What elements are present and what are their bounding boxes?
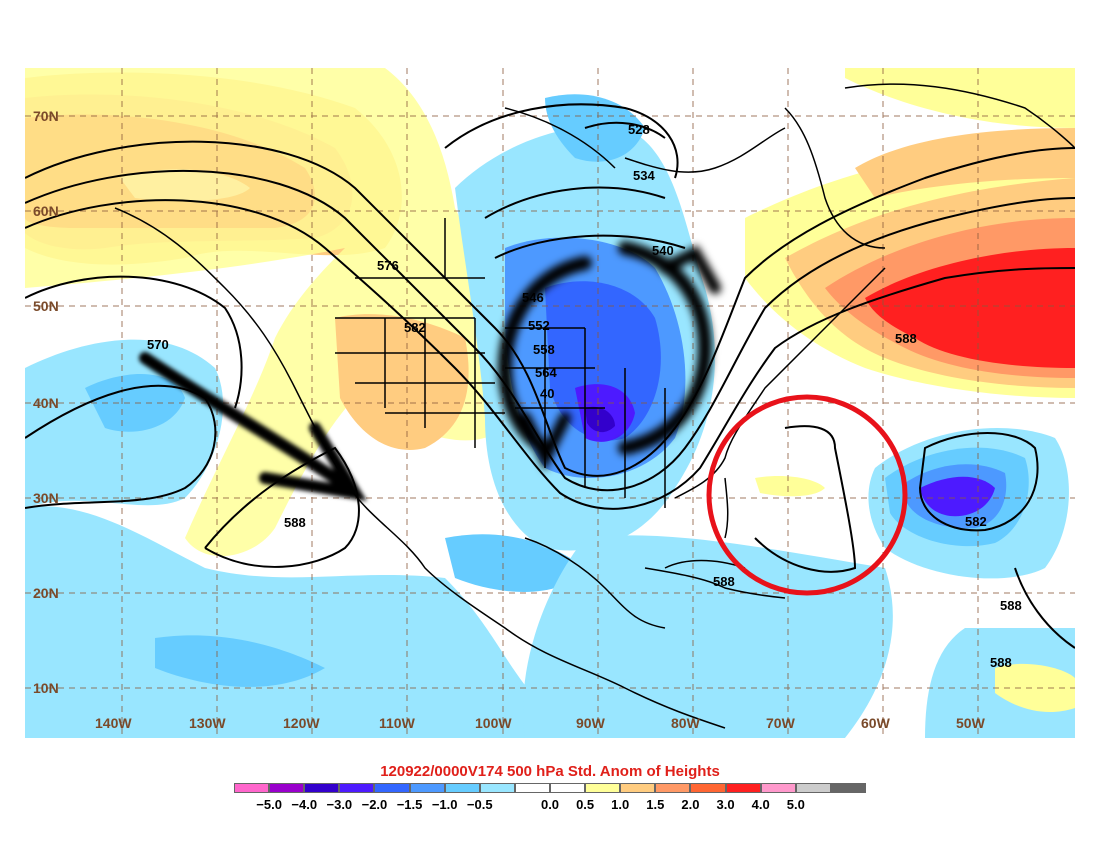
colorbar-labels: −5.0 −4.0 −3.0 −2.0 −1.5 −1.0 −0.5 0.0 0.5 1.0 1.5… xyxy=(234,797,866,815)
colorbar-tick: 1.0 xyxy=(611,797,630,812)
contour-label: 588 xyxy=(713,574,735,589)
contour-label: 576 xyxy=(377,258,399,273)
colorbar-swatch xyxy=(479,783,515,793)
colorbar-swatch xyxy=(830,783,866,793)
colorbar-tick: −1.5 xyxy=(396,797,423,812)
lon-label-140w: 140W xyxy=(95,715,132,731)
trough-steering-arrow xyxy=(139,352,368,502)
colorbar-swatch xyxy=(304,783,340,793)
colorbar xyxy=(234,783,866,793)
contour-label: 588 xyxy=(1000,598,1022,613)
lat-label-40n: 40N xyxy=(33,395,59,411)
lat-label-70n: 70N xyxy=(33,108,59,124)
colorbar-tick: −0.5 xyxy=(466,797,493,812)
colorbar-tick: −4.0 xyxy=(291,797,318,812)
lon-label-130w: 130W xyxy=(189,715,226,731)
contour-label: 528 xyxy=(628,122,650,137)
colorbar-tick: 5.0 xyxy=(786,797,805,812)
lon-label-60w: 60W xyxy=(861,715,890,731)
colorbar-swatch xyxy=(655,783,691,793)
colorbar-swatch xyxy=(374,783,410,793)
upper-low-circulation xyxy=(497,241,721,472)
lon-label-70w: 70W xyxy=(766,715,795,731)
colorbar-swatch xyxy=(760,783,796,793)
lon-label-110w: 110W xyxy=(379,715,415,731)
contour-label: 534 xyxy=(633,168,655,183)
anomaly-map xyxy=(25,68,1075,738)
contour-label: 570 xyxy=(147,337,169,352)
colorbar-swatch xyxy=(549,783,586,793)
lon-label-50w: 50W xyxy=(956,715,985,731)
contour-label: 588 xyxy=(895,331,917,346)
contour-label: 40 xyxy=(540,386,555,401)
colorbar-swatch xyxy=(409,783,445,793)
colorbar-tick: −2.0 xyxy=(361,797,388,812)
colorbar-tick: 0.0 xyxy=(540,797,560,812)
colorbar-swatch xyxy=(444,783,480,793)
colorbar-swatch xyxy=(339,783,375,793)
colorbar-swatch xyxy=(269,783,305,793)
lat-label-50n: 50N xyxy=(33,298,59,314)
colorbar-swatch xyxy=(514,783,550,793)
colorbar-tick: −3.0 xyxy=(326,797,353,812)
colorbar-tick: −5.0 xyxy=(256,797,282,812)
colorbar-tick: 4.0 xyxy=(751,797,770,812)
lat-label-60n: 60N xyxy=(33,203,59,219)
lon-label-100w: 100W xyxy=(475,715,512,731)
contour-label: 558 xyxy=(533,342,555,357)
contour-label: 552 xyxy=(528,318,550,333)
map-caption: 120922/0000V174 500 hPa Std. Anom of Hei… xyxy=(380,763,720,780)
lon-label-120w: 120W xyxy=(283,715,320,731)
lat-label-30n: 30N xyxy=(33,490,59,506)
contour-label: 588 xyxy=(990,655,1012,670)
colorbar-swatch xyxy=(620,783,656,793)
colorbar-tick: 1.5 xyxy=(646,797,665,812)
contour-label: 564 xyxy=(535,365,557,380)
contour-label: 546 xyxy=(522,290,544,305)
lat-label-10n: 10N xyxy=(33,680,59,696)
colorbar-swatch xyxy=(725,783,761,793)
lon-label-90w: 90W xyxy=(576,715,605,731)
colorbar-tick: −1.0 xyxy=(431,797,458,812)
contour-label: 540 xyxy=(652,243,674,258)
colorbar-swatch xyxy=(690,783,726,793)
contour-label: 588 xyxy=(284,515,306,530)
highlight-circle xyxy=(706,394,908,596)
contour-label: 582 xyxy=(965,514,987,529)
lat-label-20n: 20N xyxy=(33,585,59,601)
colorbar-tick: 0.5 xyxy=(576,797,595,812)
lon-label-80w: 80W xyxy=(671,715,700,731)
colorbar-swatch xyxy=(585,783,621,793)
colorbar-tick: 3.0 xyxy=(716,797,735,812)
colorbar-swatch xyxy=(234,783,270,793)
map-panel: 70N 60N 50N 40N 30N 20N 10N 140W 130W 12… xyxy=(25,68,1075,738)
colorbar-tick: 2.0 xyxy=(681,797,700,812)
colorbar-swatch xyxy=(795,783,831,793)
contour-label: 582 xyxy=(404,320,426,335)
